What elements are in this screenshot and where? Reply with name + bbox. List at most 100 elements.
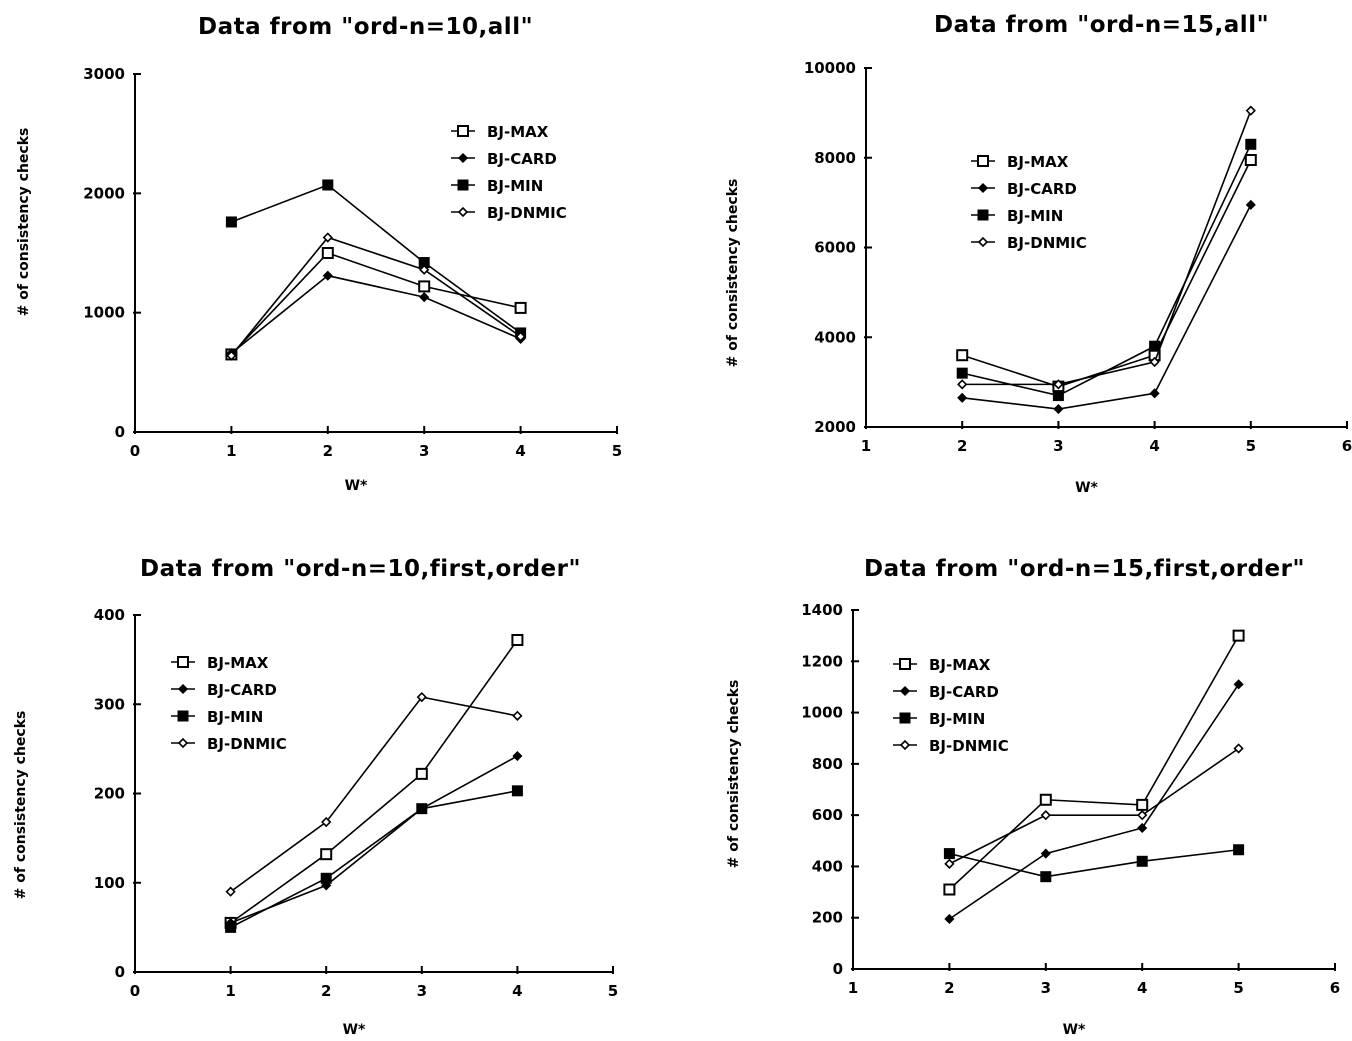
data-point (1136, 855, 1148, 867)
legend-label: BJ-CARD (207, 681, 277, 699)
x-tick-label: 1 (225, 982, 235, 1000)
legend-item: BJ-MIN (971, 207, 1063, 225)
data-point (1136, 798, 1149, 811)
x-tick-label: 4 (512, 982, 522, 1000)
y-tick-label: 800 (812, 755, 843, 773)
y-tick-label: 600 (812, 806, 843, 824)
x-axis-label: W* (345, 478, 368, 494)
legend-item: BJ-MAX (171, 654, 269, 672)
legend-item: BJ-CARD (971, 180, 1077, 198)
data-point (515, 331, 526, 342)
series-line (949, 848, 1239, 878)
legend-item: BJ-MIN (451, 177, 543, 195)
legend-marker (899, 712, 911, 724)
data-point (322, 232, 333, 243)
y-tick-label: 200 (812, 909, 843, 927)
legend-item: BJ-MAX (893, 656, 991, 674)
legend: BJ-MAX BJ-CARD BJ-MIN BJ-DNMIC (971, 153, 1087, 252)
y-axis-label: # of consistency checks (16, 128, 32, 317)
data-point (957, 392, 968, 403)
legend-item: BJ-DNMIC (171, 735, 287, 753)
legend-marker (457, 152, 469, 164)
data-point (415, 767, 428, 780)
legend-label: BJ-MIN (207, 708, 263, 726)
y-tick-label: 0 (115, 423, 125, 441)
series-line (949, 747, 1240, 865)
x-tick-label: 5 (1246, 437, 1256, 455)
y-axis-label: # of consistency checks (725, 179, 741, 368)
y-tick-label: 1000 (83, 304, 125, 322)
chart-title: Data from "ord-n=15,all" (934, 12, 1270, 38)
legend-label: BJ-DNMIC (487, 204, 567, 222)
data-point (1052, 390, 1064, 402)
data-point (1040, 871, 1052, 883)
series-line (230, 236, 522, 357)
data-point (320, 872, 332, 884)
series-line (948, 683, 1240, 920)
series-line (230, 274, 521, 354)
legend-marker (457, 206, 469, 218)
data-point (1244, 153, 1257, 166)
series-bj-dnmic (944, 743, 1244, 869)
y-tick-label: 1400 (801, 601, 843, 619)
legend: BJ-MAX BJ-CARD BJ-MIN BJ-DNMIC (451, 123, 567, 222)
y-tick-label: 1200 (801, 652, 843, 670)
legend-label: BJ-DNMIC (1007, 234, 1087, 252)
data-point (1053, 379, 1064, 390)
series-line (230, 755, 518, 924)
legend-label: BJ-MIN (1007, 207, 1063, 225)
x-tick-label: 4 (1137, 979, 1147, 997)
y-tick-label: 400 (812, 857, 843, 875)
data-point (957, 379, 968, 390)
x-tick-label: 6 (1330, 979, 1340, 997)
legend-marker (977, 236, 989, 248)
x-tick-label: 3 (1041, 979, 1051, 997)
chart-plot: 0 1 2 3 4 5 0 1000 2000 3000 W* # of consistency ch… (16, 65, 622, 494)
x-axis-label: W* (1063, 1022, 1086, 1038)
data-point (322, 179, 334, 191)
y-tick-label: 10000 (804, 59, 856, 77)
data-point (511, 785, 523, 797)
legend-item: BJ-MIN (893, 710, 985, 728)
x-tick-label: 1 (861, 437, 871, 455)
data-point (512, 750, 523, 762)
legend-marker (457, 179, 469, 191)
y-tick-label: 100 (94, 874, 125, 892)
y-tick-label: 0 (833, 960, 843, 978)
series-line (948, 635, 1240, 891)
data-point (1040, 848, 1051, 859)
x-tick-label: 1 (848, 979, 858, 997)
legend-marker (457, 125, 469, 137)
legend-item: BJ-DNMIC (451, 204, 567, 222)
data-point (321, 247, 334, 259)
chart-panel-ord15-all: Data from "ord-n=15,all" 1 2 3 4 5 6 2000 4000 6… (0, 0, 1352, 520)
data-point (226, 350, 237, 361)
legend-label: BJ-DNMIC (207, 735, 287, 753)
data-point (1245, 138, 1257, 150)
series-bj-min (225, 785, 523, 933)
data-point (225, 921, 237, 933)
legend-item: BJ-MAX (451, 123, 549, 141)
x-tick-label: 3 (417, 982, 427, 1000)
y-axis-label: # of consistency checks (726, 680, 742, 869)
y-tick-label: 6000 (814, 239, 856, 257)
legend-item: BJ-CARD (451, 150, 557, 168)
legend-marker (899, 658, 911, 670)
y-tick-label: 0 (115, 963, 125, 981)
legend-label: BJ-MAX (1007, 153, 1069, 171)
x-axis-label: W* (1075, 480, 1098, 496)
data-point (321, 816, 332, 828)
series-line (962, 204, 1252, 410)
legend-label: BJ-MAX (929, 656, 991, 674)
legend-item: BJ-CARD (171, 681, 277, 699)
legend-marker (977, 182, 989, 194)
series-bj-dnmic (226, 232, 526, 361)
legend-label: BJ-CARD (929, 683, 999, 701)
data-point (225, 216, 237, 228)
x-tick-label: 1 (226, 442, 236, 460)
x-tick-label: 3 (419, 442, 429, 460)
data-point (1149, 356, 1160, 368)
y-tick-label: 3000 (83, 65, 125, 83)
data-point (943, 848, 955, 860)
legend-marker (177, 710, 189, 722)
